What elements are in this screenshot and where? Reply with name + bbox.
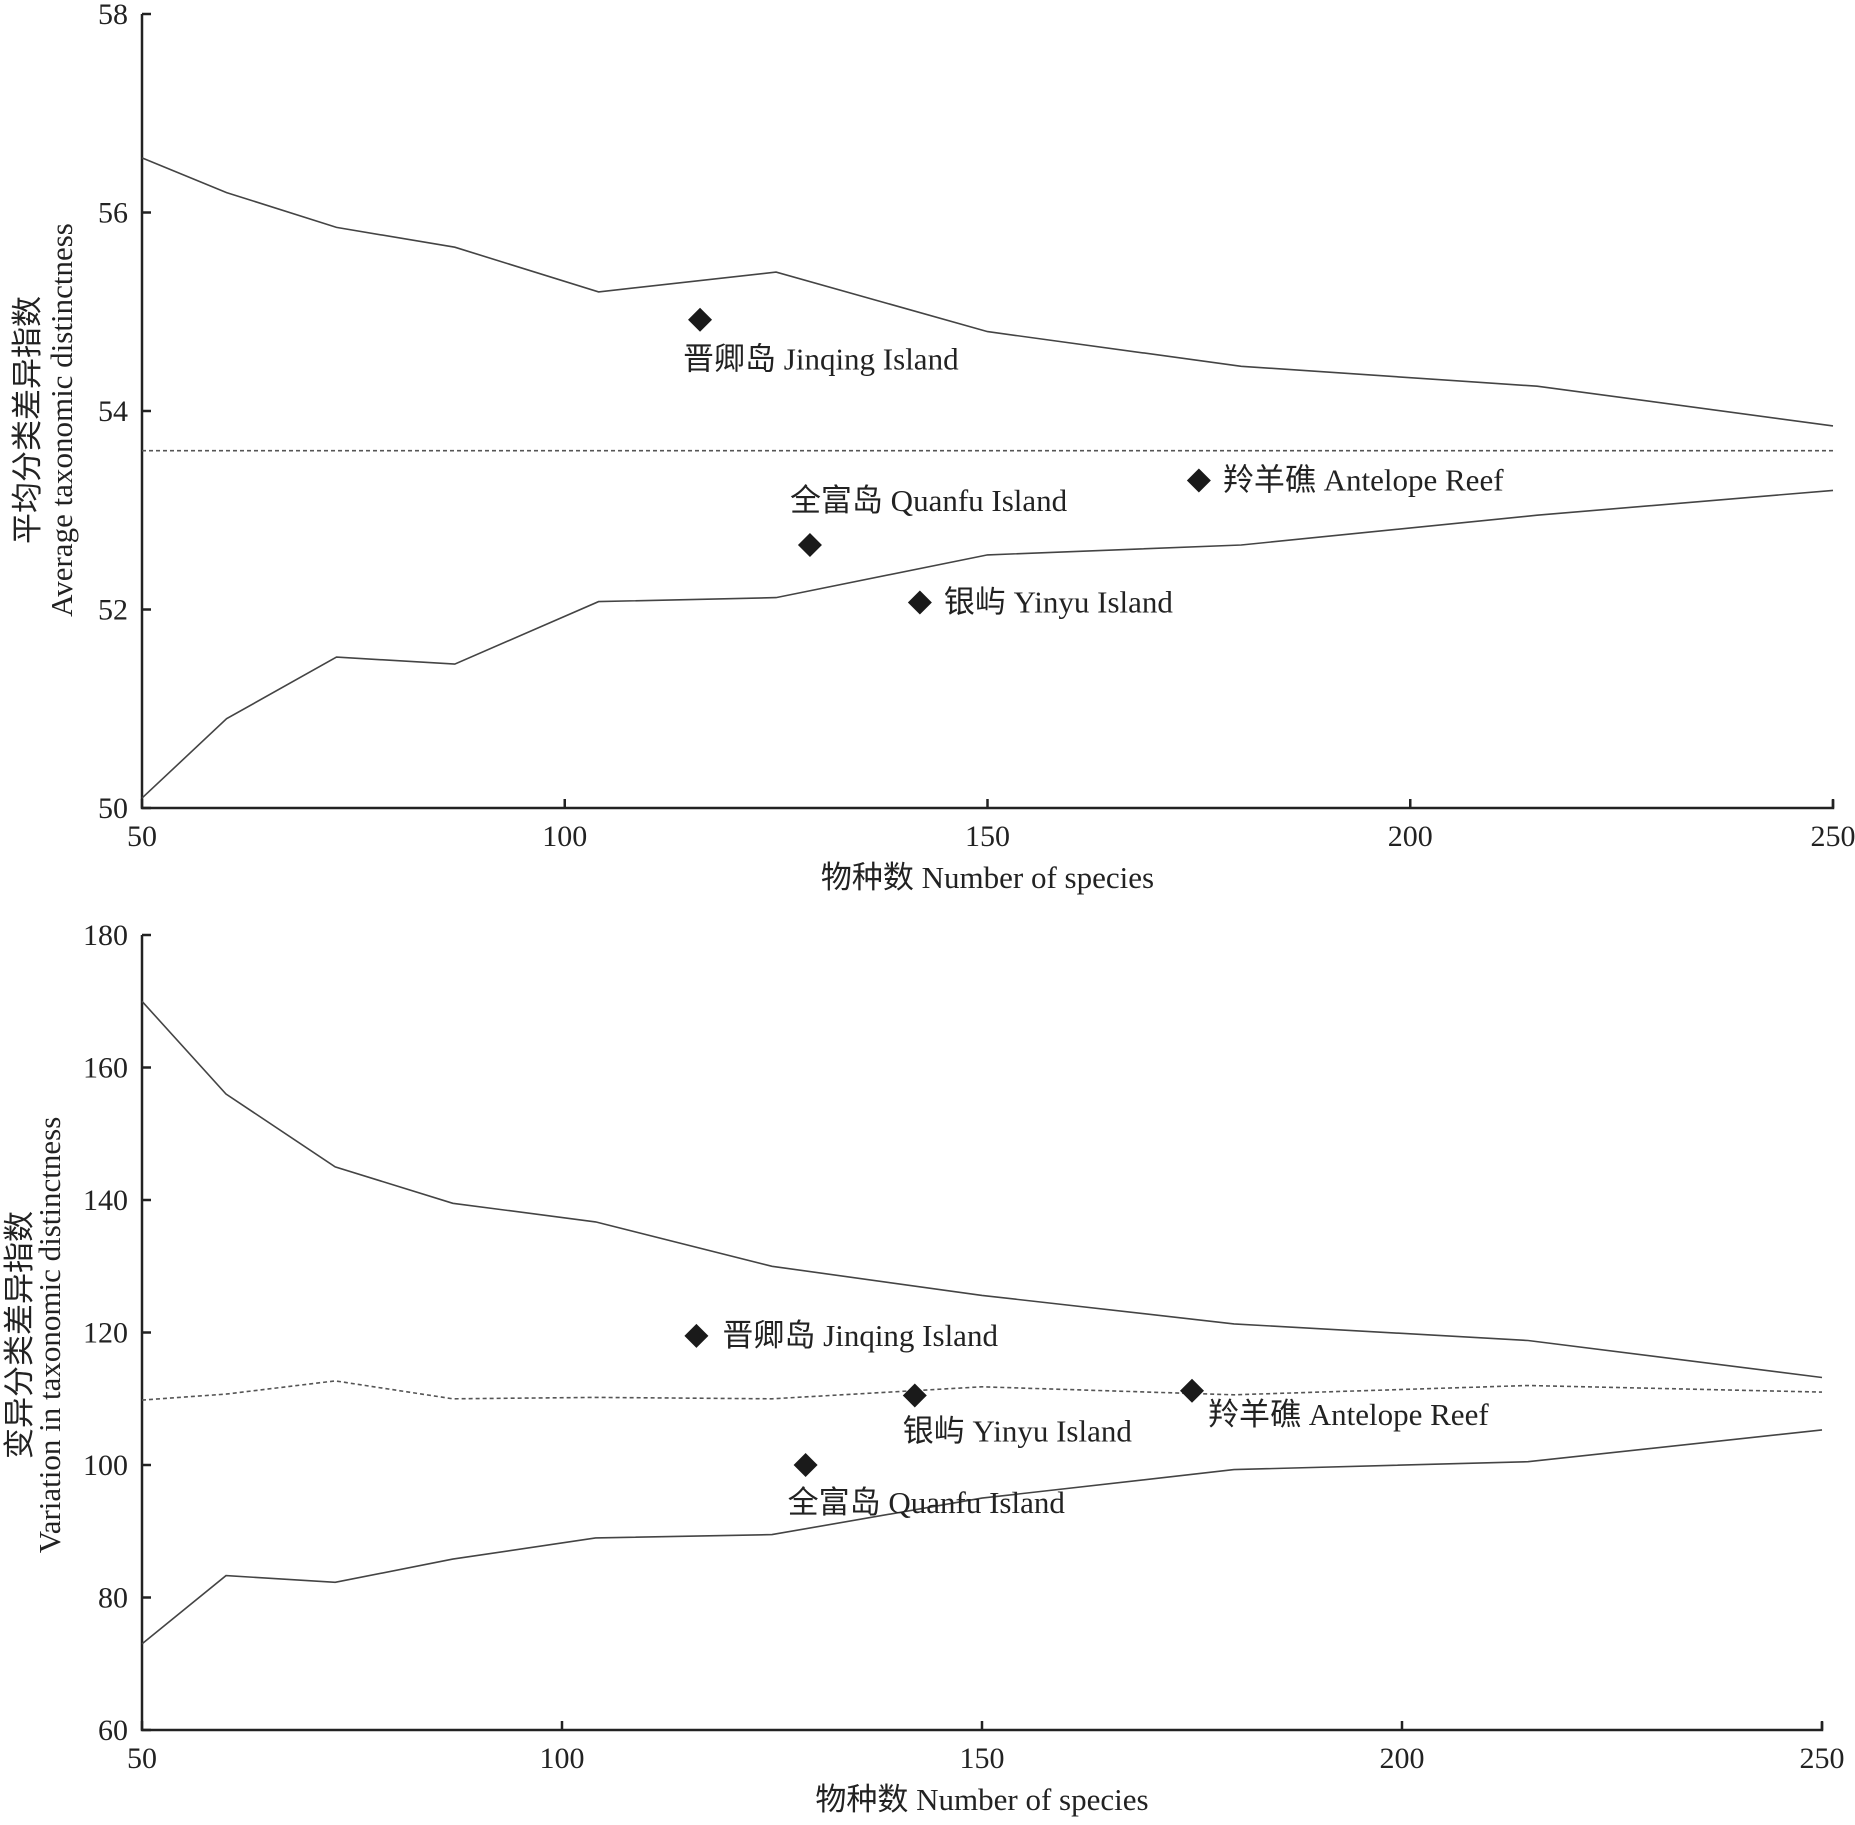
data-point-diamond bbox=[797, 532, 822, 557]
x-axis-label: 物种数 Number of species bbox=[821, 860, 1154, 895]
y-tick-label: 160 bbox=[83, 1052, 128, 1085]
data-point-label: 晋卿岛 Jinqing Island bbox=[722, 1318, 998, 1353]
x-tick-label: 250 bbox=[1811, 820, 1855, 853]
data-point-label: 羚羊礁 Antelope Reef bbox=[1208, 1397, 1489, 1432]
y-tick-label: 54 bbox=[98, 395, 128, 428]
y-tick-label: 80 bbox=[98, 1582, 128, 1615]
y-tick-label: 50 bbox=[98, 792, 128, 825]
data-point-diamond bbox=[793, 1453, 818, 1477]
series-upper-limit bbox=[141, 1000, 1823, 1379]
series-upper-limit bbox=[141, 157, 1834, 427]
x-tick-label: 50 bbox=[127, 820, 157, 853]
data-point-diamond bbox=[684, 1323, 709, 1348]
x-tick-label: 200 bbox=[1380, 1742, 1425, 1775]
data-point-diamond bbox=[907, 590, 932, 615]
x-tick-label: 150 bbox=[960, 1742, 1005, 1775]
data-point-label: 晋卿岛 Jinqing Island bbox=[683, 342, 959, 377]
series-lower-limit bbox=[141, 1429, 1823, 1645]
y-tick-label: 60 bbox=[98, 1714, 128, 1747]
series-lower-limit bbox=[141, 489, 1834, 799]
chart-panel-2: 60 80 100 120 140 160 180 50 100 150 200 250 物种数 Num… bbox=[2, 919, 1845, 1817]
y-axis-label-cn: 平均分类差异指数 bbox=[10, 296, 45, 544]
y-tick-label: 100 bbox=[83, 1449, 128, 1482]
y-tick-label: 58 bbox=[98, 0, 128, 31]
y-tick-label: 56 bbox=[98, 197, 128, 230]
data-point-diamond bbox=[902, 1383, 927, 1408]
data-point-label: 全富岛 Quanfu Island bbox=[790, 483, 1068, 518]
x-tick-label: 100 bbox=[542, 820, 587, 853]
x-tick-label: 250 bbox=[1800, 1742, 1845, 1775]
chart-panel-1: 50 52 54 56 58 50 100 150 200 250 物种数 Number of sp… bbox=[10, 0, 1855, 895]
y-tick-label: 120 bbox=[83, 1317, 128, 1350]
data-point-diamond bbox=[1180, 1378, 1204, 1403]
data-point-label: 银屿 Yinyu Island bbox=[944, 585, 1174, 620]
y-axis-label-cn: 变异分类差异指数 bbox=[2, 1211, 37, 1459]
x-tick-label: 150 bbox=[965, 820, 1010, 853]
y-axis-label-en: Average taxonomic distinctness bbox=[44, 223, 79, 617]
data-point-diamond bbox=[688, 307, 713, 332]
axes bbox=[140, 14, 1835, 810]
data-point-label: 全富岛 Quanfu Island bbox=[788, 1485, 1066, 1520]
x-tick-label: 100 bbox=[540, 1742, 585, 1775]
y-tick-label: 180 bbox=[83, 919, 128, 952]
y-tick-label: 140 bbox=[83, 1184, 128, 1217]
x-axis-label: 物种数 Number of species bbox=[815, 1782, 1148, 1817]
x-tick-label: 50 bbox=[127, 1742, 157, 1775]
data-point-label: 羚羊礁 Antelope Reef bbox=[1223, 462, 1504, 497]
data-point-label: 银屿 Yinyu Island bbox=[903, 1413, 1133, 1448]
y-axis-label-en: Variation in taxonomic distinctness bbox=[32, 1117, 67, 1554]
data-point-diamond bbox=[1186, 468, 1211, 493]
x-tick-label: 200 bbox=[1388, 820, 1433, 853]
y-tick-label: 52 bbox=[98, 594, 128, 627]
series-mean bbox=[141, 1380, 1823, 1401]
